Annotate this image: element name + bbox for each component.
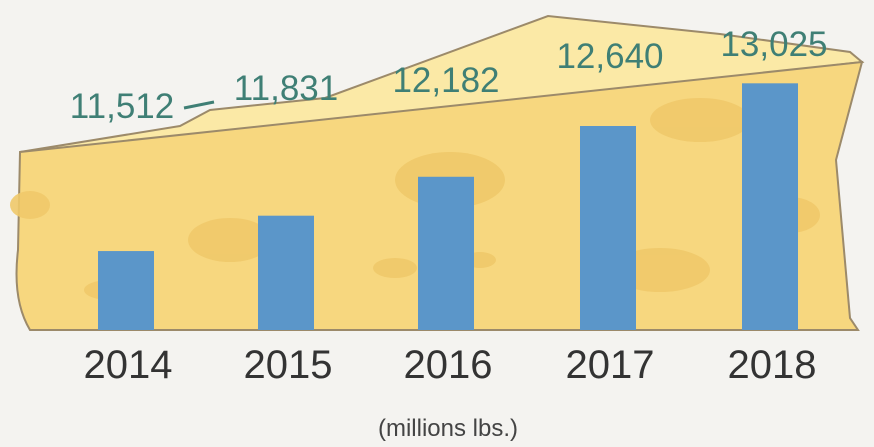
bar-2014 xyxy=(98,251,154,330)
label-connector-dash xyxy=(183,100,215,110)
year-label-2016: 2016 xyxy=(404,343,493,387)
year-label-2015: 2015 xyxy=(244,343,333,387)
bars-group xyxy=(98,83,798,330)
bar-2018 xyxy=(742,83,798,330)
year-label-2017: 2017 xyxy=(566,343,655,387)
value-labels-group: 11,512 11,831 12,182 12,640 13,025 xyxy=(70,25,828,126)
value-label-2018: 13,025 xyxy=(720,25,827,64)
cheese-hole xyxy=(10,191,50,219)
value-label-2017: 12,640 xyxy=(556,37,663,76)
cheese-hole xyxy=(650,98,750,142)
bar-2015 xyxy=(258,215,314,330)
year-label-2018: 2018 xyxy=(728,343,817,387)
cheese-hole xyxy=(188,218,272,262)
value-label-2015: 11,831 xyxy=(234,69,338,108)
value-label-2016: 12,182 xyxy=(392,61,499,100)
year-label-2014: 2014 xyxy=(84,343,173,387)
bar-2017 xyxy=(580,126,636,330)
year-labels-group: 2014 2015 2016 2017 2018 xyxy=(84,343,817,387)
unit-label: (millions lbs.) xyxy=(378,415,518,442)
cheese-hole xyxy=(373,258,417,278)
bar-2016 xyxy=(418,176,474,330)
value-label-2014: 11,512 xyxy=(70,87,174,126)
